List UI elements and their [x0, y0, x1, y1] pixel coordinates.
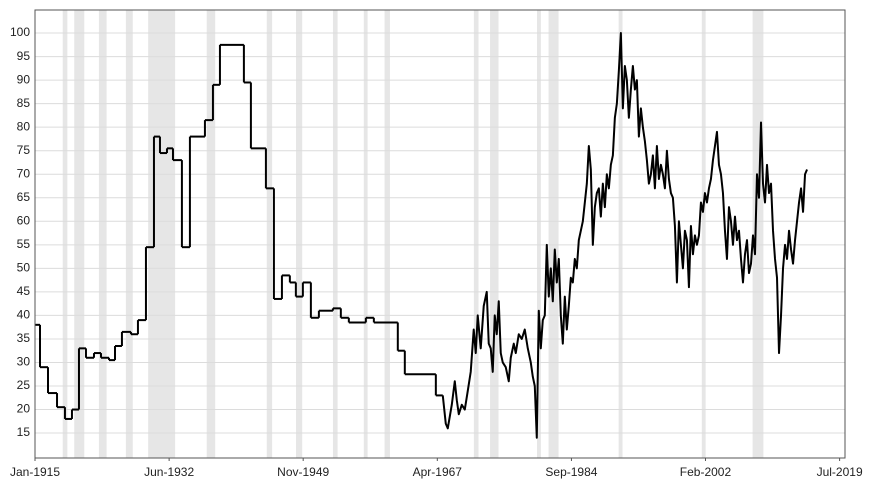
shaded-period: [148, 10, 176, 458]
shaded-period: [266, 10, 273, 458]
y-tick-label: 85: [17, 96, 31, 110]
y-tick-label: 15: [17, 425, 31, 439]
x-tick-label: Apr-1967: [413, 465, 463, 479]
y-tick-label: 30: [17, 355, 31, 369]
x-tick-label: Jul-2019: [817, 465, 863, 479]
shaded-period: [384, 10, 390, 458]
shaded-period: [296, 10, 303, 458]
y-tick-label: 100: [10, 25, 30, 39]
shaded-period: [363, 10, 368, 458]
shaded-period: [701, 10, 706, 458]
y-tick-label: 50: [17, 261, 31, 275]
y-tick-label: 75: [17, 143, 31, 157]
y-tick-label: 80: [17, 119, 31, 133]
shaded-period: [125, 10, 133, 458]
shaded-period: [98, 10, 107, 458]
plot-frame: [34, 9, 846, 459]
y-tick-label: 90: [17, 72, 31, 86]
x-tick-label: Nov-1949: [277, 465, 329, 479]
y-tick-label: 45: [17, 284, 31, 298]
x-tick-label: Sep-1984: [545, 465, 597, 479]
y-tick-label: 95: [17, 49, 31, 63]
shaded-period: [206, 10, 216, 458]
x-tick-label: Feb-2002: [680, 465, 732, 479]
y-tick-label: 60: [17, 213, 31, 227]
y-tick-label: 35: [17, 331, 31, 345]
shaded-period: [490, 10, 499, 458]
x-tick-label: Jan-1915: [10, 465, 60, 479]
shaded-period: [74, 10, 85, 458]
shaded-period: [537, 10, 541, 458]
data-line: [441, 32, 808, 439]
shaded-period: [548, 10, 559, 458]
y-tick-label: 25: [17, 378, 31, 392]
y-tick-label: 55: [17, 237, 31, 251]
shaded-period: [62, 10, 68, 458]
y-tick-label: 65: [17, 190, 31, 204]
shaded-period: [618, 10, 623, 458]
y-tick-label: 70: [17, 166, 31, 180]
y-tick-label: 20: [17, 402, 31, 416]
shaded-period: [752, 10, 764, 458]
shaded-period: [332, 10, 338, 458]
shaded-period: [473, 10, 479, 458]
y-tick-label: 40: [17, 308, 31, 322]
x-tick-label: Jun-1932: [144, 465, 194, 479]
